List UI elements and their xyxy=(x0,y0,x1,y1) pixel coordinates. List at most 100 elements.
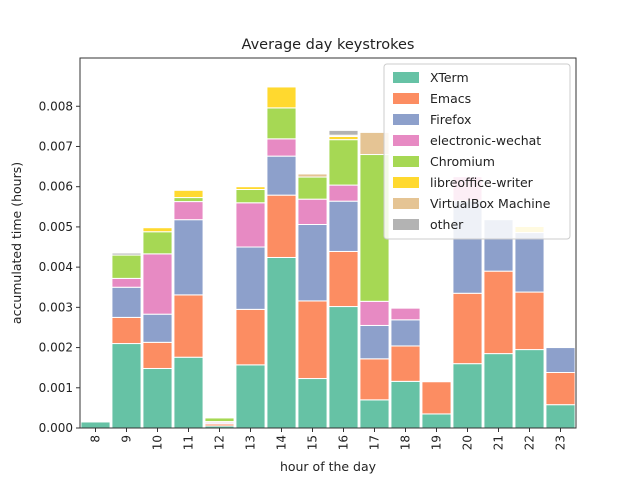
bar-segment xyxy=(173,219,204,296)
y-tick-label: 0.001 xyxy=(39,381,73,395)
legend-label: XTerm xyxy=(430,70,469,85)
bar-segment xyxy=(390,380,421,429)
bar-segment xyxy=(173,294,204,358)
x-tick-label: 11 xyxy=(182,435,196,450)
y-axis-label: accumulated time (hours) xyxy=(9,162,24,324)
bar-segment xyxy=(421,413,452,429)
y-tick-label: 0.000 xyxy=(39,421,73,435)
chart-title: Average day keystrokes xyxy=(242,37,415,53)
bar-segment xyxy=(235,246,266,310)
y-axis: 0.000 0.001 0.002 0.003 0.004 0.005 0.006 0.007… xyxy=(39,99,80,435)
legend: XTerm Emacs Firefox electronic-wechat Chromi… xyxy=(383,63,571,240)
legend-swatch xyxy=(393,198,419,209)
bar-segment xyxy=(328,250,359,308)
bar-segment xyxy=(235,189,266,204)
legend-label: electronic-wechat xyxy=(430,133,541,148)
bar-segment xyxy=(514,349,545,429)
y-tick-label: 0.008 xyxy=(39,99,73,113)
bar-segment xyxy=(173,201,204,221)
x-tick-label: 19 xyxy=(430,435,444,450)
bar-segment xyxy=(452,363,483,429)
bar-segment xyxy=(545,347,576,373)
x-tick-label: 20 xyxy=(461,435,475,450)
bar-segment xyxy=(142,313,173,343)
bar-segment xyxy=(235,308,266,366)
bar-segment xyxy=(142,227,173,233)
x-tick-label: 18 xyxy=(399,435,413,450)
bar-segment xyxy=(297,378,328,429)
x-tick-label: 15 xyxy=(306,435,320,450)
x-tick-label: 16 xyxy=(337,435,351,450)
legend-swatch xyxy=(393,177,419,188)
legend-swatch xyxy=(393,156,419,167)
bar-segment xyxy=(111,286,142,318)
bar-segment xyxy=(545,404,576,429)
x-tick-label: 22 xyxy=(523,435,537,450)
legend-swatch xyxy=(393,93,419,104)
legend-swatch xyxy=(393,135,419,146)
bar-segment xyxy=(111,277,142,288)
legend-box xyxy=(383,63,571,240)
bar-segment xyxy=(390,307,421,321)
y-tick-label: 0.005 xyxy=(39,220,73,234)
legend-label: other xyxy=(430,217,464,232)
legend-swatch xyxy=(393,72,419,83)
bar-segment xyxy=(266,256,297,429)
bar-segment xyxy=(359,300,390,326)
bar-segment xyxy=(142,253,173,315)
x-tick-label: 17 xyxy=(368,435,382,450)
bar-segment xyxy=(235,364,266,429)
bar-segment xyxy=(514,232,545,293)
bar-segment xyxy=(483,270,514,355)
legend-label: Chromium xyxy=(430,154,495,169)
y-tick-label: 0.004 xyxy=(39,260,73,274)
bar-segment xyxy=(266,138,297,157)
x-tick-label: 14 xyxy=(275,435,289,450)
bar-segment xyxy=(421,381,452,415)
x-tick-label: 13 xyxy=(244,435,258,450)
legend-swatch xyxy=(393,114,419,125)
bar-segment xyxy=(266,155,297,196)
bar-segment xyxy=(328,200,359,252)
bar-segment xyxy=(328,139,359,186)
bar-segment xyxy=(204,417,235,423)
bar-segment xyxy=(235,186,266,191)
bar-segment xyxy=(297,176,328,200)
bar-segment xyxy=(545,372,576,406)
bar-segment xyxy=(483,353,514,429)
bar-segment xyxy=(266,194,297,258)
bar-segment xyxy=(266,107,297,140)
bar-segment xyxy=(142,341,173,369)
x-tick-label: 8 xyxy=(89,435,103,443)
x-tick-label: 23 xyxy=(554,435,568,450)
bar-segment xyxy=(359,399,390,429)
x-tick-label: 10 xyxy=(151,435,165,450)
legend-label: libreoffice-writer xyxy=(430,175,534,190)
legend-swatch xyxy=(393,219,419,230)
bar-segment xyxy=(173,189,204,199)
bar-segment xyxy=(452,292,483,365)
bar-segment xyxy=(80,421,111,429)
bar-segment xyxy=(173,356,204,429)
bar-segment xyxy=(328,306,359,429)
legend-label: Emacs xyxy=(430,91,471,106)
legend-label: Firefox xyxy=(430,112,471,127)
bar-segment xyxy=(328,184,359,202)
bar-segment xyxy=(111,254,142,279)
bar-segment xyxy=(111,252,142,256)
bar-segment xyxy=(297,198,328,225)
bar-segment xyxy=(111,343,142,429)
bar-segment xyxy=(297,224,328,302)
x-tick-label: 21 xyxy=(492,435,506,450)
bar-segment xyxy=(266,86,297,109)
bar-segment xyxy=(142,231,173,255)
bar-segment xyxy=(111,316,142,345)
bar-segment xyxy=(142,367,173,429)
bar-segment xyxy=(514,291,545,351)
y-tick-label: 0.006 xyxy=(39,180,73,194)
y-tick-label: 0.007 xyxy=(39,139,73,153)
x-tick-label: 9 xyxy=(120,435,134,443)
bar-segment xyxy=(359,358,390,401)
y-tick-label: 0.003 xyxy=(39,300,73,314)
